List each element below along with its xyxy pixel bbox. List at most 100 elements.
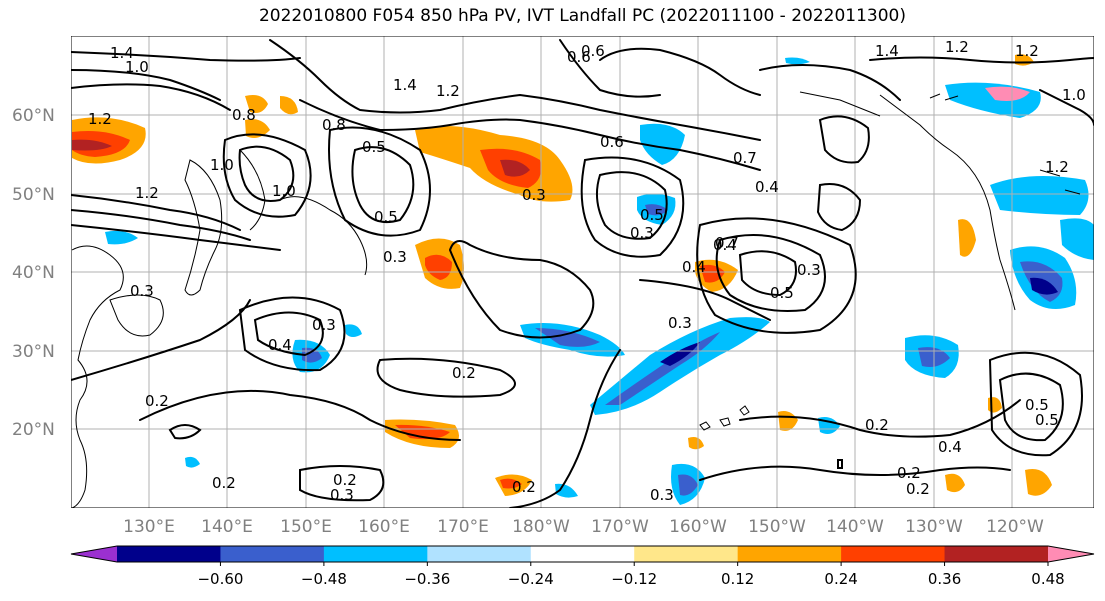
- contour-label: 1.4: [110, 44, 134, 62]
- lat-labels: 60°N 50°N 40°N 30°N 20°N: [12, 106, 55, 440]
- contour-label: 1.2: [436, 82, 460, 100]
- shade-orange-okh3: [245, 119, 270, 138]
- contour-labels: 1.4 1.2 1.0 0.8 0.7 0.6 0.5 0.4 0.3 0.2 …: [88, 38, 1086, 504]
- lon-label: 180°W: [512, 517, 570, 537]
- contour-label: 1.0: [125, 58, 149, 76]
- contour-label: 0.6: [567, 48, 591, 66]
- map-gridlines: [71, 36, 1094, 508]
- colorbar-segment: [117, 546, 221, 562]
- colorbar-tick-label: −0.36: [404, 570, 450, 588]
- contour-label: 0.3: [130, 282, 154, 300]
- lon-label: 170°W: [591, 517, 649, 537]
- contour-label: 0.4: [938, 438, 962, 456]
- contour-label: 0.5: [640, 206, 664, 224]
- colorbar-segment: [323, 546, 428, 562]
- shade-orange-small3: [1025, 469, 1052, 496]
- lat-label: 30°N: [12, 342, 55, 362]
- shade-blue-small1: [105, 230, 138, 245]
- contour-label: 1.2: [945, 38, 969, 56]
- lon-labels: 130°E 140°E 150°E 160°E 170°E 180°W 170°…: [123, 517, 1044, 537]
- colorbar-tick-label: 0.24: [824, 570, 857, 588]
- colorbar-tick-label: −0.60: [197, 570, 243, 588]
- shade-navy-diag: [660, 342, 700, 366]
- contour-label: 0.8: [322, 116, 346, 134]
- shade-blue-small5: [185, 456, 200, 468]
- contour-label: 1.0: [1062, 86, 1086, 104]
- colorbar-segment: [634, 546, 739, 562]
- contour-label: 1.2: [135, 184, 159, 202]
- contour-label: 0.4: [713, 236, 737, 254]
- contour-label: 0.2: [145, 392, 169, 410]
- contour-label: 1.2: [1015, 42, 1039, 60]
- shade-dred-bering: [500, 159, 530, 177]
- lon-label: 140°E: [201, 517, 253, 537]
- contour-label: 0.2: [452, 364, 476, 382]
- contour-label: 0.4: [682, 258, 706, 276]
- shade-mblue-gulf: [645, 204, 668, 216]
- contour-label: 1.2: [1045, 158, 1069, 176]
- contour-label: 1.0: [210, 156, 234, 174]
- contour-label: 0.4: [268, 336, 292, 354]
- shade-orange-okh: [245, 95, 268, 113]
- contour-label: 1.4: [393, 76, 417, 94]
- lon-label: 160°E: [358, 517, 410, 537]
- lat-label: 20°N: [12, 420, 55, 440]
- lon-label: 130°E: [123, 517, 175, 537]
- contour-label: 0.5: [770, 284, 794, 302]
- contour-label: 0.3: [522, 186, 546, 204]
- colorbar-segment: [944, 546, 1049, 562]
- lat-label: 50°N: [12, 185, 55, 205]
- contour-label: 0.2: [212, 474, 236, 492]
- shade-red-kam: [425, 254, 452, 280]
- colorbar-tick-label: 0.12: [721, 570, 754, 588]
- shade-blue-small4: [345, 324, 362, 337]
- shade-pink-ne: [985, 86, 1030, 101]
- lon-label: 130°W: [905, 517, 963, 537]
- contour-label: 0.5: [374, 208, 398, 226]
- shade-dred-sib: [72, 139, 112, 151]
- colorbar-tick-label: −0.24: [508, 570, 554, 588]
- contour-label: 0.4: [755, 178, 779, 196]
- colorbar-extend-high: [1048, 546, 1094, 562]
- contour-label: 0.2: [865, 416, 889, 434]
- contour-label: 0.2: [333, 471, 357, 489]
- colorbar-tick-label: −0.48: [301, 570, 347, 588]
- pv-contours: [71, 39, 1094, 508]
- colorbar-tick-label: −0.12: [611, 570, 657, 588]
- shade-blue-far-ne: [1060, 218, 1094, 260]
- map-title: 2022010800 F054 850 hPa PV, IVT Landfall…: [258, 6, 906, 26]
- colorbar-segment: [737, 546, 842, 562]
- colorbar: −0.60 −0.48 −0.36 −0.24 −0.12 0.12 0.24 0.36 0.4…: [70, 545, 1095, 588]
- contour-label: 1.0: [272, 182, 296, 200]
- lon-label: 150°W: [748, 517, 806, 537]
- contour-label: 0.5: [1035, 411, 1059, 429]
- colorbar-tick-label: 0.36: [928, 570, 961, 588]
- colorbar-tick-label: 0.48: [1031, 570, 1064, 588]
- shade-orange-small7: [688, 437, 704, 450]
- contour-label: 0.3: [383, 248, 407, 266]
- contour-label: 0.2: [897, 464, 921, 482]
- map-plot-area: 1.4 1.2 1.0 0.8 0.7 0.6 0.5 0.4 0.3 0.2 …: [71, 36, 1094, 508]
- shaded-anomalies: [72, 54, 1094, 505]
- colorbar-outline: [70, 545, 1095, 563]
- lat-label: 60°N: [12, 106, 55, 126]
- contour-label: 0.3: [630, 224, 654, 242]
- shade-orange-small4: [958, 219, 976, 257]
- colorbar-extend-low: [71, 546, 117, 562]
- contour-label: 0.5: [362, 138, 386, 156]
- contour-label: 1.2: [88, 110, 112, 128]
- contour-label: 0.3: [668, 314, 692, 332]
- lon-label: 150°E: [280, 517, 332, 537]
- shade-mblue-band: [535, 328, 600, 347]
- lon-label: 140°W: [826, 517, 884, 537]
- contour-label: 0.6: [600, 133, 624, 151]
- shade-navy-wc: [1030, 277, 1058, 295]
- colorbar-segment: [530, 546, 635, 562]
- contour-label: 0.7: [733, 149, 757, 167]
- shade-blue-small3: [785, 57, 810, 65]
- contour-label: 0.6: [581, 42, 605, 60]
- contour-label: 0.2: [906, 480, 930, 498]
- contour-label: 0.3: [330, 486, 354, 504]
- lat-label: 40°N: [12, 263, 55, 283]
- shade-red-dateline: [700, 264, 725, 283]
